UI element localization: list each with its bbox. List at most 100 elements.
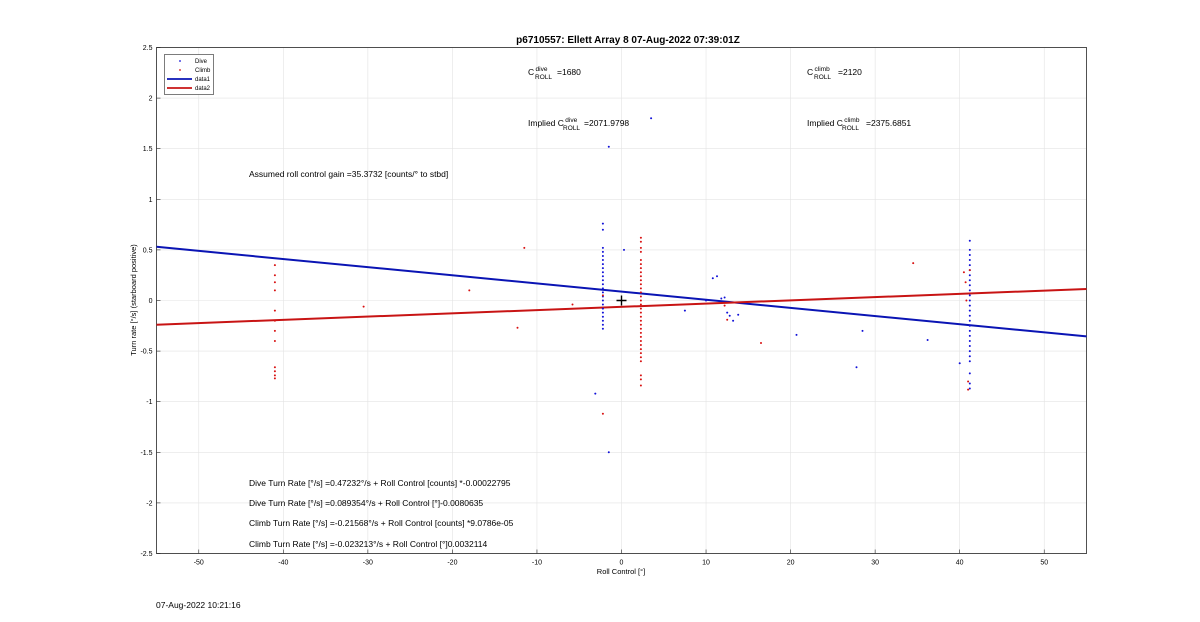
c-dive-annotation: C dive ROLL =1680	[528, 63, 581, 81]
dive-point	[968, 382, 971, 385]
climb-point	[639, 319, 642, 322]
climb-point	[273, 377, 276, 380]
climb-point	[639, 335, 642, 338]
data2-fit-line	[156, 288, 1087, 326]
dive-point	[601, 291, 604, 294]
origin-marker	[616, 295, 627, 306]
dive-point	[601, 315, 604, 318]
dive-point	[968, 304, 971, 307]
dive-point	[601, 303, 604, 306]
dive-point	[855, 366, 858, 369]
legend-data1-label: data1	[195, 77, 211, 83]
y-tick-label: -0.5	[140, 349, 152, 356]
c-climb-sub: ROLL	[814, 74, 831, 81]
x-tick-label: -10	[532, 560, 542, 567]
climb-point	[639, 271, 642, 274]
dive-point	[968, 259, 971, 261]
legend: Dive Climb data1 data2	[164, 54, 214, 95]
climb-point	[639, 374, 642, 377]
climb-point	[273, 340, 276, 342]
climb-point	[601, 294, 604, 297]
climb-point	[639, 283, 642, 286]
dive-point	[623, 248, 625, 251]
climb-point	[639, 303, 642, 306]
climb-point	[639, 360, 642, 363]
c-climb-sup: climb	[815, 66, 831, 73]
c-climb-annotation: C climb ROLL =2120	[807, 63, 862, 81]
y-tick-label: 2	[149, 96, 153, 103]
dive-point	[968, 254, 971, 256]
implied-dive-sub: ROLL	[563, 125, 580, 132]
dive-point	[683, 309, 686, 312]
dive-point	[728, 314, 731, 317]
climb-point	[273, 281, 276, 284]
legend-data2-label: data2	[195, 86, 211, 92]
c-dive-base: C	[528, 67, 534, 77]
data-points	[273, 117, 971, 454]
dive-point	[968, 314, 971, 317]
climb-point	[639, 299, 642, 302]
climb-point	[639, 279, 642, 282]
dive-point	[601, 323, 604, 326]
dive-point	[968, 334, 971, 337]
x-tick-label: -50	[194, 560, 204, 567]
climb-point	[639, 384, 642, 387]
dive-point	[594, 392, 597, 395]
dive-equation-counts: Dive Turn Rate [°/s] =0.47232°/s + Roll …	[249, 478, 511, 488]
climb-point	[601, 412, 604, 415]
legend-dive-label: Dive	[195, 59, 208, 65]
dive-point	[720, 297, 723, 300]
climb-point	[639, 240, 642, 243]
climb-point	[273, 319, 276, 322]
y-tick-label: 1	[149, 197, 153, 204]
fit-lines	[156, 245, 1087, 338]
climb-point	[639, 295, 642, 298]
dive-point	[968, 324, 971, 327]
dive-point	[601, 287, 604, 290]
dive-point	[968, 372, 971, 375]
climb-point	[639, 291, 642, 294]
climb-point	[273, 329, 276, 332]
dive-point	[737, 313, 740, 316]
dive-point	[601, 275, 604, 278]
x-tick-label: 30	[871, 560, 879, 567]
x-tick-label: -20	[447, 560, 457, 567]
dive-point	[601, 271, 604, 274]
climb-point	[968, 269, 971, 272]
y-axis-label: Turn rate [°/s] (starboard positive)	[129, 244, 138, 356]
x-tick-label: 20	[787, 560, 795, 567]
dive-point	[601, 228, 604, 231]
y-tick-label: 0.5	[143, 247, 153, 254]
climb-point	[273, 309, 276, 312]
dive-point	[958, 362, 961, 365]
climb-point	[965, 299, 968, 302]
dive-point	[705, 299, 707, 302]
climb-point	[468, 289, 471, 292]
climb-point	[523, 246, 526, 249]
y-tick-label: -2	[146, 500, 152, 507]
dive-point	[968, 284, 971, 287]
climb-point	[639, 352, 642, 355]
x-tick-label: 10	[702, 560, 710, 567]
climb-point	[639, 356, 642, 359]
c-climb-value: =2120	[838, 67, 862, 77]
climb-point	[723, 304, 726, 307]
dive-point	[601, 283, 604, 286]
footer-timestamp: 07-Aug-2022 10:21:16	[156, 600, 241, 610]
c-dive-value: =1680	[557, 67, 581, 77]
y-tick-label: 2.5	[143, 45, 153, 52]
y-tick-label: 1.5	[143, 146, 153, 153]
climb-point	[639, 378, 642, 381]
dive-point	[968, 387, 971, 390]
dive-point	[968, 329, 971, 332]
implied-climb-annotation: Implied C climb ROLL =2375.6851	[807, 114, 911, 132]
climb-equation-counts: Climb Turn Rate [°/s] =-0.21568°/s + Rol…	[249, 518, 514, 528]
climb-point	[639, 311, 642, 314]
dive-point	[968, 279, 971, 282]
dive-point	[607, 145, 610, 148]
y-tick-label: 0	[149, 298, 153, 305]
c-dive-sub: ROLL	[535, 74, 552, 81]
climb-point	[967, 388, 970, 391]
dive-point	[601, 246, 604, 249]
climb-point	[639, 340, 642, 342]
